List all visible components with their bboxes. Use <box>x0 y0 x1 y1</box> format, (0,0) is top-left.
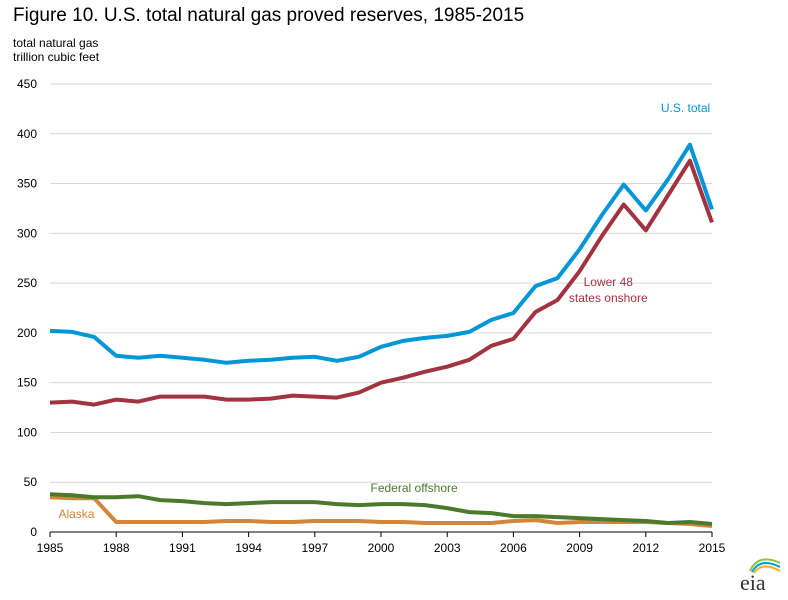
y-tick-label-150: 150 <box>17 376 37 390</box>
y-tick-label-200: 200 <box>17 326 37 340</box>
series-line-federal-offshore <box>49 492 713 526</box>
y-tick-label-100: 100 <box>17 425 37 439</box>
y-unit-label-line1: total natural gas <box>13 36 99 50</box>
x-tick-label-2009: 2009 <box>566 541 593 555</box>
series-label-3: Federal offshore <box>371 481 458 495</box>
series-line-alaska <box>49 495 713 528</box>
eia-logo-text: eia <box>740 570 766 595</box>
y-unit-label-line2: trillion cubic feet <box>13 50 100 64</box>
eia-logo: eia <box>736 555 784 600</box>
x-tick-label-2012: 2012 <box>632 541 659 555</box>
y-tick-label-450: 450 <box>17 77 37 91</box>
x-tick-label-1991: 1991 <box>169 541 196 555</box>
x-tick-label-2015: 2015 <box>699 541 726 555</box>
x-tick-label-2006: 2006 <box>500 541 527 555</box>
x-tick-label-1997: 1997 <box>301 541 328 555</box>
series-line-u-s-total <box>49 142 714 365</box>
y-tick-label-250: 250 <box>17 276 37 290</box>
x-tick-label-1988: 1988 <box>103 541 130 555</box>
x-tick-label-1985: 1985 <box>37 541 64 555</box>
x-tick-label-1994: 1994 <box>235 541 262 555</box>
y-tick-label-400: 400 <box>17 127 37 141</box>
x-tick-label-2003: 2003 <box>434 541 461 555</box>
series-label-0: U.S. total <box>661 101 710 115</box>
y-tick-label-50: 50 <box>24 475 38 489</box>
chart-title: Figure 10. U.S. total natural gas proved… <box>13 5 525 26</box>
y-tick-label-0: 0 <box>30 525 37 539</box>
series-label-4: Alaska <box>58 507 94 521</box>
x-tick-label-2000: 2000 <box>368 541 395 555</box>
y-tick-label-300: 300 <box>17 226 37 240</box>
series-label-1: Lower 48 <box>584 275 634 289</box>
series-label-2: states onshore <box>569 291 648 305</box>
series-line-lower-48-states-onshore <box>49 158 714 407</box>
y-tick-label-350: 350 <box>17 177 37 191</box>
